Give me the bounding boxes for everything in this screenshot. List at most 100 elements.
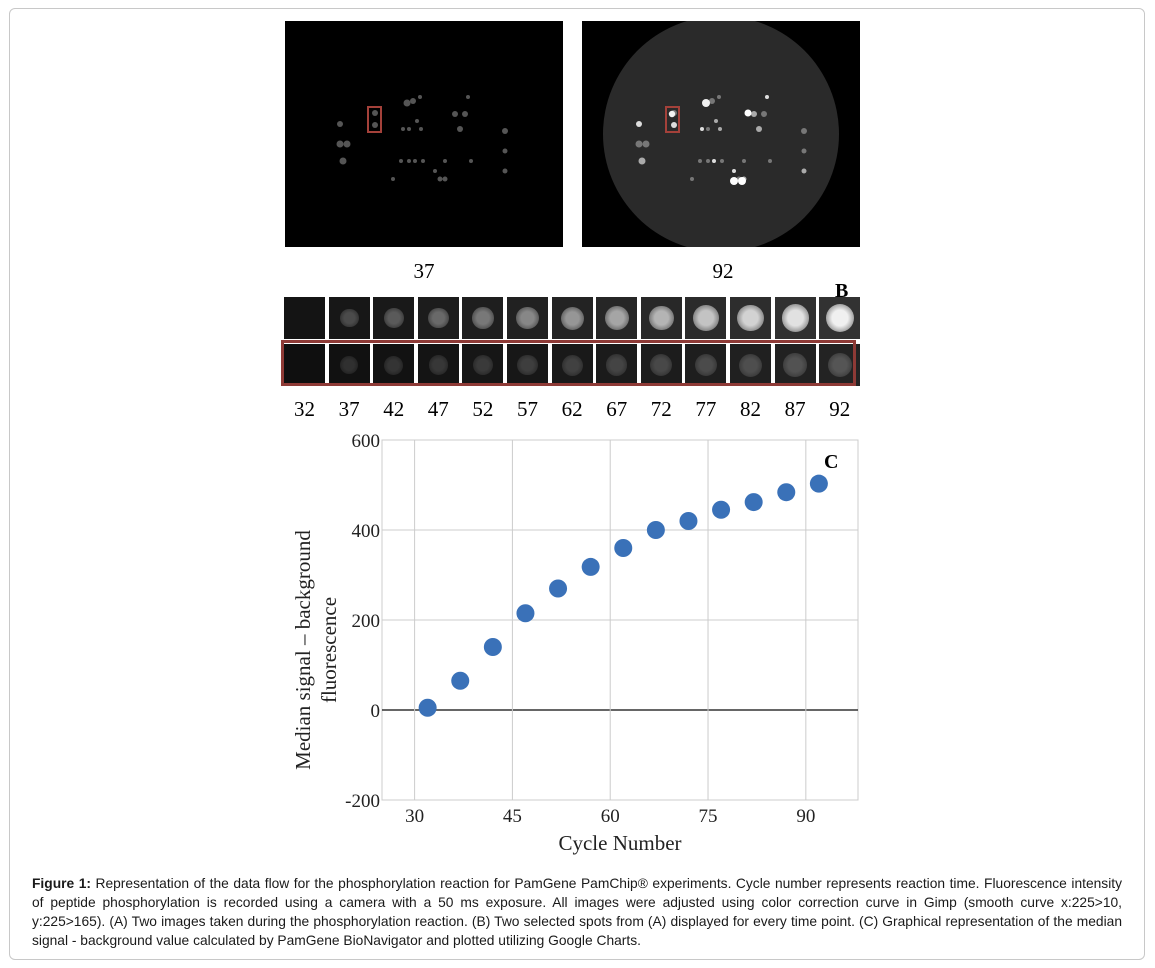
array-spot bbox=[399, 159, 403, 163]
y-tick-label: 600 bbox=[352, 431, 381, 452]
strip-spot bbox=[472, 355, 493, 375]
array-spot bbox=[712, 159, 716, 163]
image-label-92: 92 bbox=[712, 259, 734, 283]
strip-spot bbox=[384, 355, 404, 375]
strip-tile-top bbox=[730, 297, 771, 339]
array-spot bbox=[442, 176, 448, 182]
array-spot bbox=[638, 157, 646, 165]
array-spot bbox=[756, 126, 762, 132]
cycle-label: 57 bbox=[517, 397, 538, 421]
strip-tile-top bbox=[596, 297, 638, 339]
array-spot bbox=[730, 177, 738, 185]
cycle-label: 37 bbox=[338, 397, 360, 421]
array-spot bbox=[413, 159, 417, 163]
strip-tile-bottom bbox=[640, 344, 682, 386]
array-spot bbox=[732, 169, 736, 173]
strip-spot bbox=[827, 353, 852, 377]
array-spot bbox=[744, 109, 752, 117]
strip-spot bbox=[648, 305, 674, 331]
caption-label: Figure 1: bbox=[32, 876, 91, 891]
array-image-cycle-37 bbox=[285, 21, 563, 247]
strip-spot bbox=[516, 306, 539, 330]
array-spot bbox=[801, 128, 807, 134]
array-spot bbox=[457, 126, 463, 132]
y-tick-label: 400 bbox=[352, 521, 381, 542]
strip-tile-bottom bbox=[417, 344, 459, 386]
scatter-chart: -200 0 200 400 600 30 45 60 75 90 Cycle Number M… bbox=[270, 428, 880, 868]
cycle-label: 47 bbox=[427, 397, 449, 421]
strip-tile-bottom bbox=[596, 344, 638, 386]
x-tick-label: 30 bbox=[405, 806, 424, 827]
array-spot bbox=[642, 140, 650, 148]
y-tick-label: 200 bbox=[352, 611, 381, 632]
array-spot bbox=[765, 95, 769, 99]
array-image-svg bbox=[603, 21, 839, 247]
strip-spot bbox=[561, 354, 583, 376]
array-spot bbox=[718, 127, 722, 131]
strip-tile-top bbox=[507, 297, 548, 339]
array-spot bbox=[418, 95, 422, 99]
array-spot bbox=[698, 159, 702, 163]
cycle-label: 67 bbox=[606, 397, 628, 421]
figure-frame bbox=[9, 8, 1145, 960]
strip-tile-bottom bbox=[373, 344, 415, 386]
data-point bbox=[777, 483, 796, 502]
array-spot bbox=[336, 140, 344, 148]
array-spot bbox=[635, 140, 643, 148]
image-label-37: 37 bbox=[413, 259, 435, 283]
array-spot bbox=[443, 159, 447, 163]
data-point bbox=[418, 698, 437, 717]
array-spot bbox=[339, 157, 347, 165]
strip-tile-top bbox=[373, 297, 415, 339]
array-spot bbox=[462, 111, 468, 117]
selected-spot-marker bbox=[367, 106, 382, 133]
array-spot bbox=[403, 99, 411, 107]
strip-tile-top bbox=[328, 297, 370, 339]
strip-spot bbox=[605, 354, 628, 376]
array-spot bbox=[700, 127, 704, 131]
y-axis-label-line1: Median signal – background bbox=[291, 530, 315, 770]
array-spot bbox=[410, 98, 416, 104]
panel-c-letter: C bbox=[824, 451, 838, 473]
array-spot bbox=[452, 111, 458, 117]
x-tick-label: 75 bbox=[699, 806, 718, 827]
strip-spot bbox=[428, 307, 449, 329]
x-tick-label: 60 bbox=[601, 806, 620, 827]
array-spot bbox=[502, 148, 508, 154]
data-point bbox=[646, 521, 665, 539]
array-spot bbox=[372, 122, 378, 128]
array-spot bbox=[668, 110, 676, 118]
strip-tile-bottom bbox=[551, 344, 593, 386]
x-tick-label: 45 bbox=[503, 806, 522, 827]
x-tick-labels: 30 45 60 75 90 bbox=[405, 806, 815, 827]
strip-spot bbox=[737, 304, 764, 332]
strip-spot bbox=[339, 308, 359, 328]
data-point bbox=[679, 512, 698, 530]
data-point bbox=[549, 579, 568, 598]
chart-grid bbox=[381, 439, 859, 801]
y-tick-label: -200 bbox=[345, 791, 380, 812]
strip-tile-top bbox=[284, 297, 325, 339]
array-spot bbox=[717, 95, 721, 99]
strip-tile-top bbox=[819, 297, 861, 339]
x-axis-label: Cycle Number bbox=[558, 831, 681, 855]
array-spot bbox=[391, 177, 395, 181]
array-spot bbox=[751, 111, 757, 117]
strip-tile-bottom bbox=[730, 344, 771, 386]
panel-b-letter: B bbox=[835, 280, 849, 302]
array-spot bbox=[714, 119, 718, 123]
array-spot bbox=[343, 140, 351, 148]
cycle-label: 62 bbox=[561, 397, 583, 421]
array-spot bbox=[761, 111, 767, 117]
figure-caption: Figure 1: Representation of the data flo… bbox=[32, 874, 1122, 950]
strip-tile-top bbox=[640, 297, 682, 339]
array-spot bbox=[437, 176, 443, 182]
cycle-label: 77 bbox=[695, 397, 717, 421]
array-spot bbox=[407, 159, 411, 163]
data-point bbox=[712, 500, 731, 519]
strip-spot bbox=[560, 306, 584, 330]
array-spot bbox=[636, 121, 642, 127]
data-point bbox=[809, 474, 828, 493]
strip-tile-top bbox=[774, 297, 816, 339]
array-spot bbox=[768, 159, 772, 163]
